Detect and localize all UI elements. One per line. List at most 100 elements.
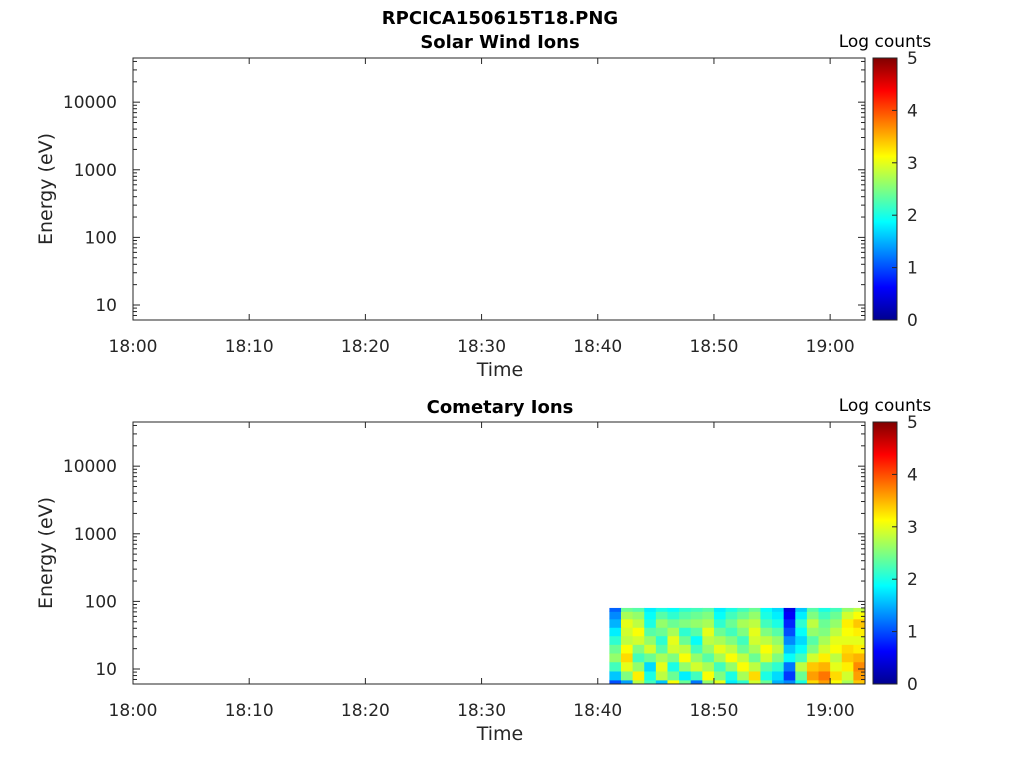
y-axis: 10 100 1000 10000: [63, 424, 865, 685]
heatmap-cell: [644, 627, 657, 637]
x-tick-label: 18:10: [225, 701, 274, 721]
heatmap-cell: [795, 635, 808, 645]
heatmap-cell: [713, 618, 727, 628]
heatmap-cell: [655, 644, 669, 654]
heatmap-cell: [655, 679, 669, 684]
heatmap-cell: [853, 644, 865, 654]
colorbar-tick-label: 4: [907, 101, 918, 121]
heatmap-cell: [806, 635, 820, 645]
heatmap-cell: [748, 611, 762, 620]
heatmap-cell: [760, 611, 773, 620]
heatmap-cell: [655, 670, 669, 681]
heatmap-cell: [772, 618, 785, 628]
heatmap-cell: [644, 607, 657, 612]
heatmap-cell: [818, 611, 831, 620]
heatmap-cell: [725, 627, 738, 637]
heatmap-cell: [748, 635, 762, 645]
y-tick-label: 1000: [74, 161, 117, 181]
heatmap-cell: [725, 679, 738, 684]
y-tick-label: 100: [85, 592, 117, 612]
colorbar-ticks: 0 1 2 3 4 5: [892, 49, 918, 331]
heatmap-cell: [783, 661, 796, 672]
heatmap-cell: [748, 627, 762, 637]
heatmap-cell: [806, 611, 820, 620]
heatmap-cell: [841, 607, 854, 612]
heatmap-cell: [690, 635, 703, 645]
heatmap-cell: [853, 618, 865, 628]
x-tick-label: 18:40: [573, 701, 622, 721]
x-tick-label: 19:00: [806, 701, 855, 721]
heatmap-cell: [632, 644, 645, 654]
heatmap-cell: [702, 627, 715, 637]
colorbar-gradient: [873, 422, 897, 684]
heatmap-cell: [795, 661, 808, 672]
heatmap-cell: [690, 661, 703, 672]
heatmap-cell: [725, 607, 738, 612]
y-tick-label: 10000: [63, 457, 117, 477]
heatmap-cell: [621, 670, 634, 681]
colorbar-tick-label: 3: [907, 518, 918, 538]
colorbar-tick-label: 2: [907, 206, 918, 226]
heatmap-cell: [679, 618, 692, 628]
heatmap-cell: [818, 607, 831, 612]
heatmap-cell: [725, 618, 738, 628]
heatmap-cell: [795, 670, 808, 681]
heatmap-cell: [621, 618, 634, 628]
heatmap-cell: [690, 652, 703, 663]
heatmap-cell: [667, 607, 680, 612]
heatmap-cell: [609, 661, 622, 672]
heatmap-cell: [632, 611, 645, 620]
heatmap-cell: [806, 670, 820, 681]
heatmap-cell: [818, 635, 831, 645]
heatmap-cell: [679, 607, 692, 612]
heatmap-cell: [748, 661, 762, 672]
heatmap-cell: [737, 652, 750, 663]
heatmap-cell: [830, 627, 843, 637]
heatmap-cell: [667, 611, 680, 620]
heatmap-cell: [655, 652, 669, 663]
heatmap-cell: [737, 661, 750, 672]
heatmap-cell: [621, 611, 634, 620]
heatmap-cell: [667, 679, 680, 684]
colorbar-tick-label: 1: [907, 623, 918, 643]
heatmap-cell: [795, 644, 808, 654]
colorbar-tick-label: 5: [907, 49, 918, 69]
heatmap-cell: [737, 670, 750, 681]
heatmap-cell: [830, 618, 843, 628]
heatmap-cell: [725, 635, 738, 645]
heatmap-cell: [713, 607, 727, 612]
heatmap-cell: [679, 652, 692, 663]
heatmap-cell: [772, 644, 785, 654]
heatmap-cell: [679, 670, 692, 681]
heatmap-cell: [853, 607, 865, 612]
heatmap-cell: [679, 679, 692, 684]
heatmap-cell: [621, 661, 634, 672]
heatmap-cell: [655, 607, 669, 612]
heatmap-cell: [818, 661, 831, 672]
plot-frame: [132, 421, 866, 685]
x-tick-label: 18:20: [341, 701, 390, 721]
heatmap-cell: [783, 652, 796, 663]
heatmap-cell: [818, 627, 831, 637]
x-tick-label: 19:00: [806, 337, 855, 357]
colorbar-tick-label: 0: [907, 675, 918, 695]
colorbar-gradient: [873, 58, 897, 320]
y-tick-label: 100: [85, 228, 117, 248]
heatmap-cell: [806, 661, 820, 672]
heatmap-cell: [690, 679, 703, 684]
y-tick-label: 10: [95, 296, 117, 316]
heatmap-cell: [609, 652, 622, 663]
heatmap-cell: [795, 627, 808, 637]
heatmap-cell: [772, 652, 785, 663]
x-tick-label: 18:00: [109, 701, 158, 721]
heatmap-cell: [632, 618, 645, 628]
heatmap-cell: [609, 644, 622, 654]
heatmap-cell: [679, 627, 692, 637]
x-tick-label: 18:00: [109, 337, 158, 357]
y-axis-label: Energy (eV): [35, 133, 57, 245]
heatmap-cell: [760, 661, 773, 672]
heatmap-cell: [621, 627, 634, 637]
heatmap-cell: [772, 670, 785, 681]
x-tick-label: 18:40: [573, 337, 622, 357]
